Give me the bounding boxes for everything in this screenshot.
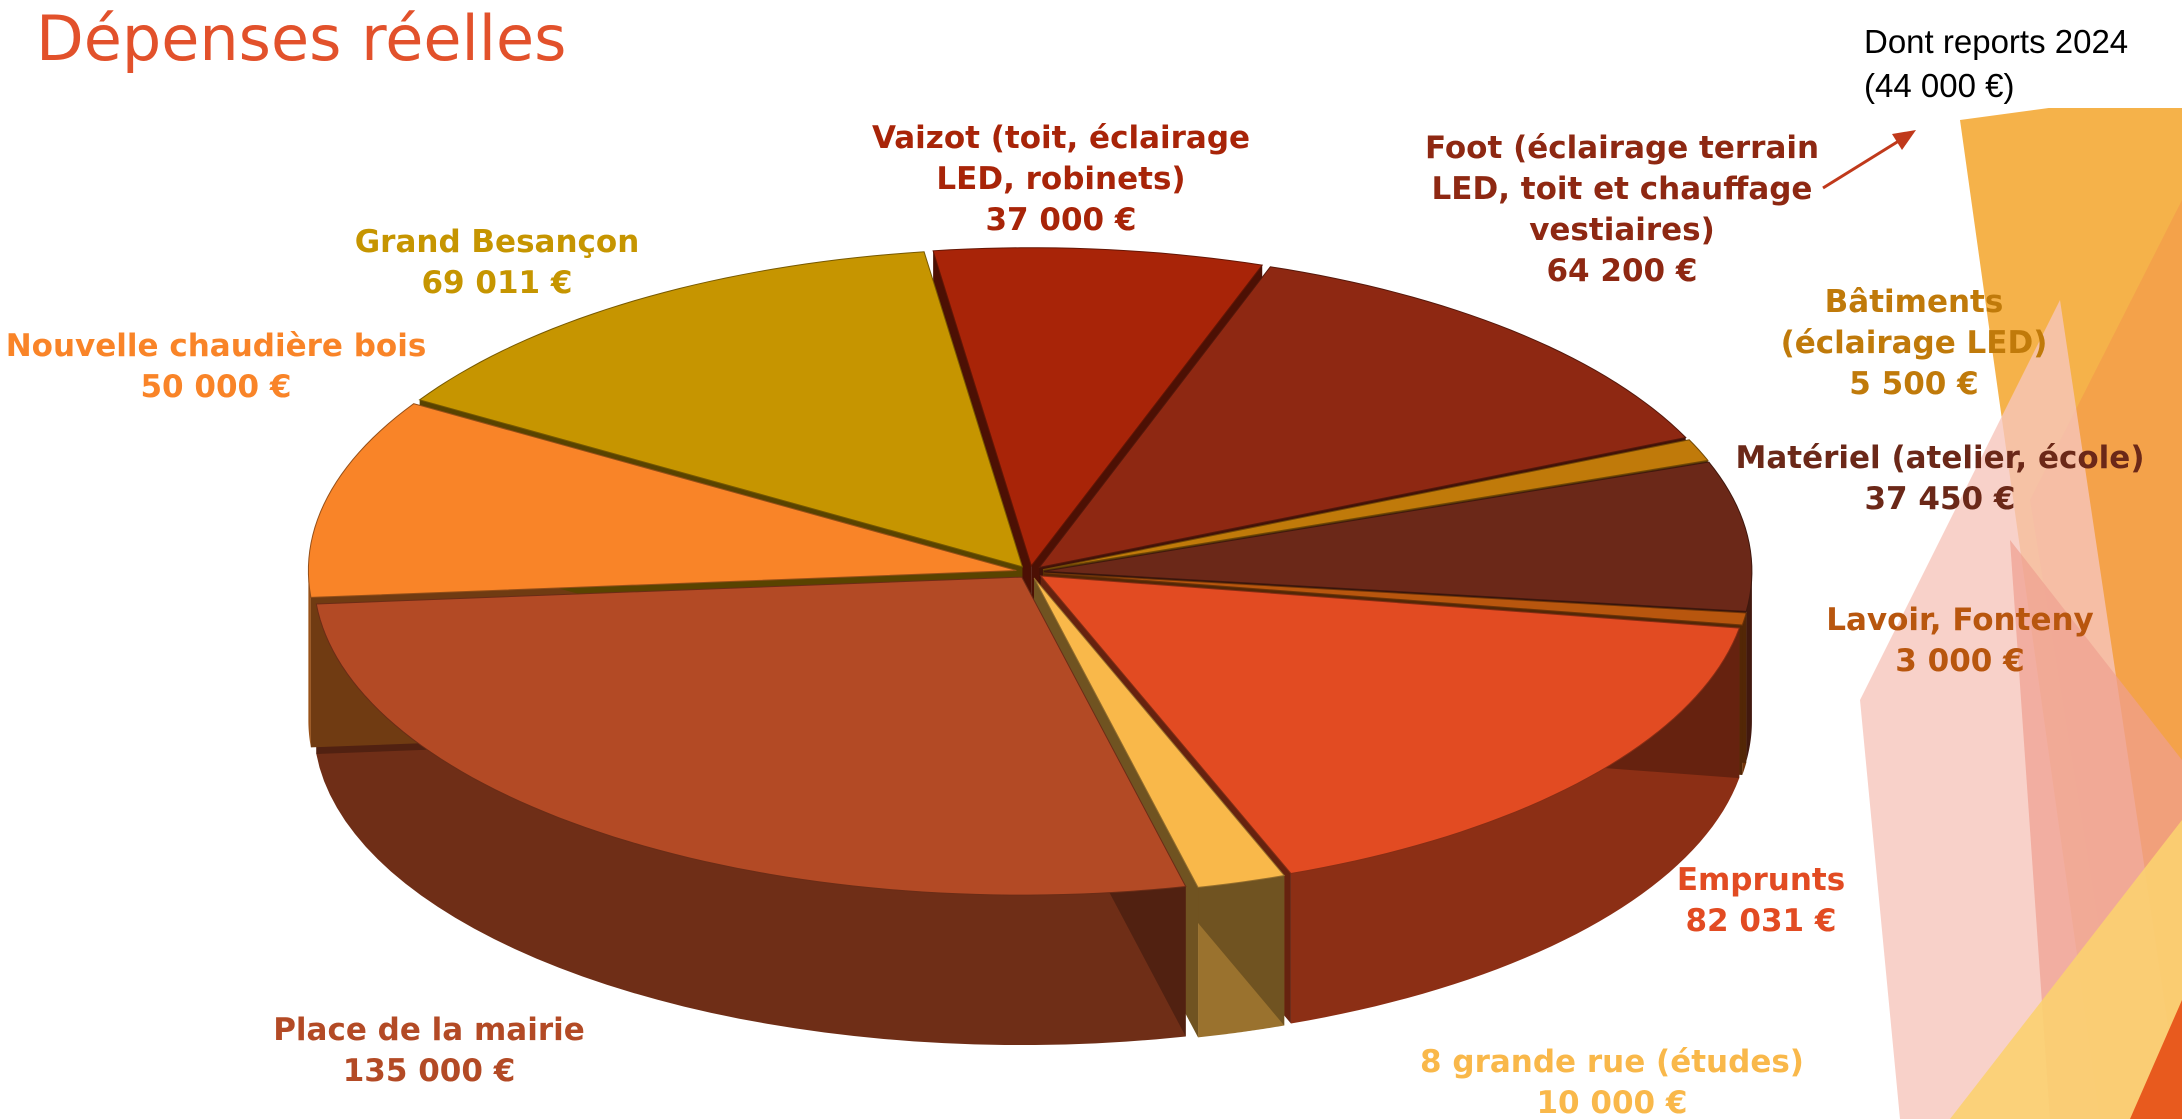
label-name: Matériel (atelier, école) xyxy=(1725,438,2155,479)
label-value: 82 031 € xyxy=(1611,901,1911,942)
label-value: 37 000 € xyxy=(871,200,1251,241)
label-name: Vaizot (toit, éclairage LED, robinets) xyxy=(871,118,1251,200)
label-name: Lavoir, Fonteny xyxy=(1810,600,2110,641)
data-label: Vaizot (toit, éclairage LED, robinets)37… xyxy=(871,118,1251,241)
data-label: 8 grande rue (études)10 000 € xyxy=(1402,1042,1822,1119)
label-value: 5 500 € xyxy=(1734,364,2094,405)
annotation: Dont reports 2024 (44 000 €) xyxy=(1856,20,2182,108)
label-value: 50 000 € xyxy=(1,367,431,408)
arrow-head xyxy=(1892,130,1916,150)
label-value: 37 450 € xyxy=(1725,479,2155,520)
chart-title: Dépenses réelles xyxy=(36,2,566,75)
data-label: Matériel (atelier, école)37 450 € xyxy=(1725,438,2155,520)
label-name: Nouvelle chaudière bois xyxy=(1,326,431,367)
data-label: Foot (éclairage terrain LED, toit et cha… xyxy=(1412,128,1832,292)
label-name: 8 grande rue (études) xyxy=(1402,1042,1822,1083)
data-label: Bâtiments (éclairage LED)5 500 € xyxy=(1734,282,2094,405)
arrow xyxy=(1823,134,1910,188)
label-value: 3 000 € xyxy=(1810,641,2110,682)
label-name: Grand Besançon xyxy=(317,222,677,263)
slide: Dépenses réelles Dont reports 2024 (44 0… xyxy=(0,0,2182,1119)
label-value: 69 011 € xyxy=(317,263,677,304)
label-value: 135 000 € xyxy=(249,1051,609,1092)
label-name: Foot (éclairage terrain LED, toit et cha… xyxy=(1412,128,1832,251)
label-name: Emprunts xyxy=(1611,860,1911,901)
label-name: Place de la mairie xyxy=(249,1010,609,1051)
label-name: Bâtiments (éclairage LED) xyxy=(1734,282,2094,364)
label-value: 10 000 € xyxy=(1402,1083,1822,1119)
